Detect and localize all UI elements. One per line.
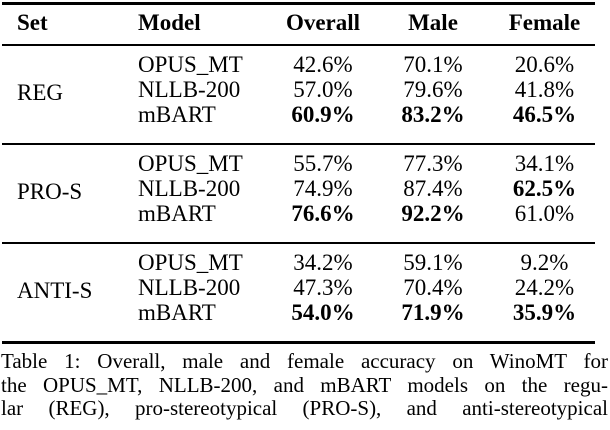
results-table: Set Model Overall Male Female REG OPUS_M…: [2, 2, 595, 344]
model-cell: OPUS_MT: [138, 250, 243, 275]
table-row: PRO-S OPUS_MT 55.7% 77.3% 34.1%: [2, 144, 595, 204]
overall-value: 57.0%: [293, 77, 353, 102]
female-value: 20.6%: [514, 52, 575, 77]
overall-value: 60.9%: [291, 102, 355, 127]
set-label: REG: [17, 80, 63, 105]
set-label: ANTI-S: [17, 278, 93, 303]
male-value: 70.1%: [403, 52, 463, 77]
section-reg: REG OPUS_MT 42.6% 70.1% 20.6% NLLB-200 5…: [2, 45, 595, 144]
female-value: 61.0%: [514, 201, 575, 226]
table-row: REG OPUS_MT 42.6% 70.1% 20.6%: [2, 45, 595, 105]
model-cell: NLLB-200: [138, 275, 241, 300]
overall-value: 55.7%: [293, 151, 353, 176]
overall-value: 42.6%: [293, 52, 353, 77]
header-model: Model: [138, 10, 201, 35]
overall-value: 47.3%: [293, 275, 353, 300]
overall-value: 74.9%: [293, 176, 353, 201]
table-row: NLLB-200 57.0% 79.6% 41.8%: [2, 77, 595, 102]
female-value: 24.2%: [514, 275, 575, 300]
set-label: PRO-S: [17, 179, 83, 204]
female-value: 41.8%: [514, 77, 575, 102]
male-value: 70.4%: [403, 275, 463, 300]
table-row: mBART 60.9% 83.2% 46.5%: [2, 102, 595, 144]
caption-line: lar (REG), pro-stereotypical (PRO-S), an…: [1, 396, 608, 420]
table-row: mBART 76.6% 92.2% 61.0%: [2, 201, 595, 243]
caption-line: Table 1: Overall, male and female accura…: [1, 349, 608, 373]
female-value: 34.1%: [514, 151, 575, 176]
table-row: mBART 54.0% 71.9% 35.9%: [2, 300, 595, 343]
model-cell: OPUS_MT: [138, 151, 243, 176]
male-value: 77.3%: [403, 151, 463, 176]
overall-value: 76.6%: [291, 201, 355, 226]
model-cell: mBART: [138, 300, 216, 325]
male-value: 79.6%: [403, 77, 463, 102]
male-value: 87.4%: [403, 176, 463, 201]
caption-line: the OPUS_MT, NLLB-200, and mBART models …: [1, 372, 608, 397]
table-row: NLLB-200 74.9% 87.4% 62.5%: [2, 176, 595, 201]
male-value: 92.2%: [401, 201, 465, 226]
model-cell: mBART: [138, 201, 216, 226]
section-anti-s: ANTI-S OPUS_MT 34.2% 59.1% 9.2% NLLB-200…: [2, 243, 595, 343]
male-value: 59.1%: [403, 250, 463, 275]
male-value: 71.9%: [401, 300, 465, 325]
table-row: NLLB-200 47.3% 70.4% 24.2%: [2, 275, 595, 300]
table-row: ANTI-S OPUS_MT 34.2% 59.1% 9.2%: [2, 243, 595, 303]
header-female: Female: [508, 10, 581, 35]
table-caption: Table 1: Overall, male and female accura…: [1, 349, 608, 421]
section-pro-s: PRO-S OPUS_MT 55.7% 77.3% 34.1% NLLB-200…: [2, 144, 595, 243]
female-value: 9.2%: [520, 250, 569, 275]
model-cell: mBART: [138, 102, 216, 127]
female-value: 62.5%: [512, 176, 577, 201]
table-header-row: Set Model Overall Male Female: [2, 4, 595, 45]
model-cell: NLLB-200: [138, 77, 241, 102]
overall-value: 54.0%: [291, 300, 355, 325]
header-overall: Overall: [285, 10, 361, 35]
model-cell: NLLB-200: [138, 176, 241, 201]
female-value: 35.9%: [512, 300, 577, 325]
female-value: 46.5%: [512, 102, 577, 127]
header-male: Male: [408, 10, 458, 35]
model-cell: OPUS_MT: [138, 52, 243, 77]
male-value: 83.2%: [401, 102, 465, 127]
overall-value: 34.2%: [293, 250, 353, 275]
header-set: Set: [17, 10, 48, 35]
